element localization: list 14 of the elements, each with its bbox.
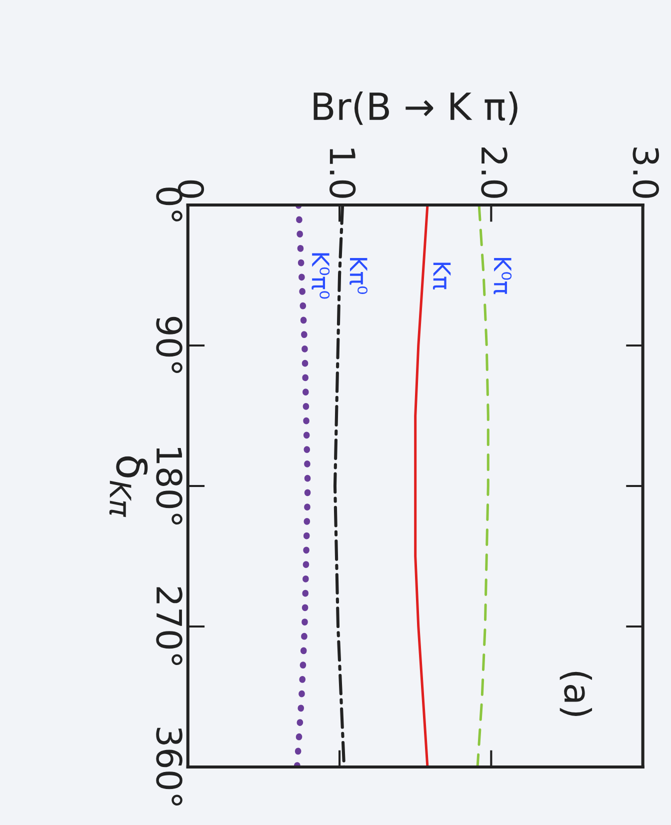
y-tick-label: 270°	[156, 587, 182, 666]
x-tick-label: 1.0	[329, 148, 356, 198]
x-axis-title: Br(B → K π)	[314, 91, 518, 125]
y-tick-label: 180°	[156, 448, 182, 525]
annotation: (a)	[560, 672, 592, 716]
y-tick-label: 360°	[156, 728, 182, 806]
text: Kπ⁰	[350, 258, 368, 294]
text: K⁰π	[494, 258, 512, 294]
text: Kπ	[432, 262, 451, 290]
text: K⁰π⁰	[312, 253, 330, 299]
x-tick-label: 2.0	[481, 147, 508, 198]
y-axis-title: δ$_{Kπ}$	[109, 456, 148, 518]
y-tick-label: 90°	[156, 316, 182, 373]
x-tick-label: 3.0	[632, 148, 660, 198]
